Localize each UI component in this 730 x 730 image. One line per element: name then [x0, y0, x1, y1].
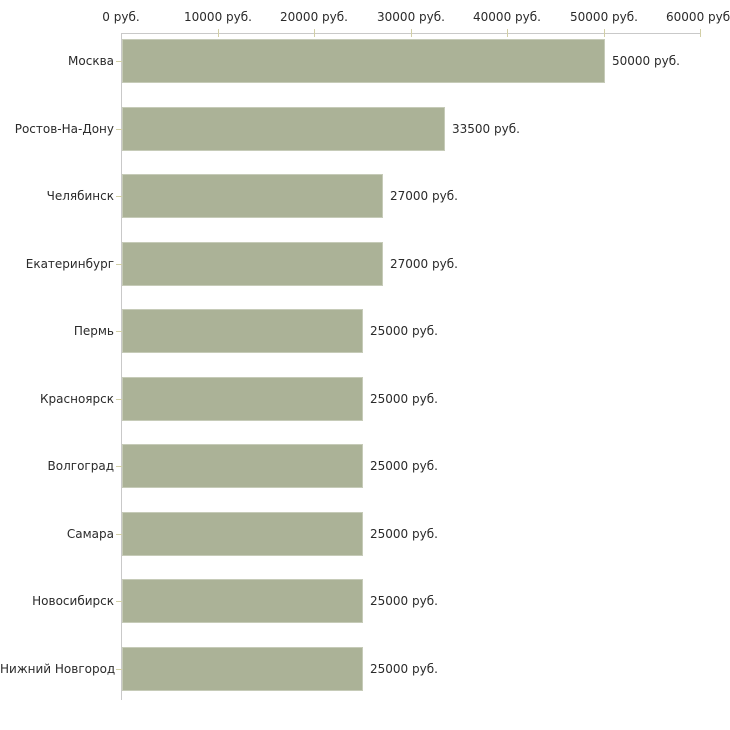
- category-tick: [116, 534, 122, 535]
- bar-value-label: 25000 руб.: [370, 392, 438, 406]
- category-tick: [116, 669, 122, 670]
- x-axis-tick-label: 10000 руб.: [184, 10, 252, 24]
- bar: [122, 107, 445, 151]
- category-tick: [116, 399, 122, 400]
- x-axis-tick-label: 20000 руб.: [280, 10, 348, 24]
- bar-value-label: 25000 руб.: [370, 324, 438, 338]
- bar-value-label: 25000 руб.: [370, 594, 438, 608]
- bar: [122, 174, 383, 218]
- bar-value-label: 50000 руб.: [612, 54, 680, 68]
- x-axis-tick: [700, 29, 701, 37]
- bar: [122, 309, 363, 353]
- x-axis-line: [121, 33, 700, 34]
- category-label: Волгоград: [47, 459, 114, 473]
- category-tick: [116, 61, 122, 62]
- x-axis-tick-label: 50000 руб.: [570, 10, 638, 24]
- x-axis-tick-label: 0 руб.: [102, 10, 140, 24]
- bar: [122, 512, 363, 556]
- category-label: Красноярск: [40, 392, 114, 406]
- bar-value-label: 25000 руб.: [370, 527, 438, 541]
- x-axis-tick: [411, 29, 412, 37]
- category-label: Москва: [68, 54, 114, 68]
- bar-value-label: 25000 руб.: [370, 662, 438, 676]
- y-axis-line: [121, 33, 122, 700]
- category-tick: [116, 331, 122, 332]
- bar-value-label: 27000 руб.: [390, 257, 458, 271]
- bar-value-label: 27000 руб.: [390, 189, 458, 203]
- x-axis-tick: [314, 29, 315, 37]
- bar: [122, 39, 605, 83]
- bar-value-label: 33500 руб.: [452, 122, 520, 136]
- category-label: Новосибирск: [32, 594, 114, 608]
- bar: [122, 242, 383, 286]
- category-tick: [116, 264, 122, 265]
- category-label: Ростов-На-Дону: [14, 122, 114, 136]
- x-axis-tick-label: 40000 руб.: [473, 10, 541, 24]
- x-axis-tick: [218, 29, 219, 37]
- bar: [122, 444, 363, 488]
- bar: [122, 579, 363, 623]
- bar-value-label: 25000 руб.: [370, 459, 438, 473]
- category-label: Самара: [66, 527, 114, 541]
- bar: [122, 377, 363, 421]
- category-label: Пермь: [73, 324, 114, 338]
- category-tick: [116, 129, 122, 130]
- x-axis-tick: [507, 29, 508, 37]
- x-axis-tick-label: 60000 руб.: [666, 10, 730, 24]
- category-tick: [116, 601, 122, 602]
- category-label: Екатеринбург: [25, 257, 114, 271]
- bar: [122, 647, 363, 691]
- category-label: Челябинск: [46, 189, 114, 203]
- category-label: Нижний Новгород: [0, 662, 116, 676]
- category-tick: [116, 196, 122, 197]
- x-axis-tick: [604, 29, 605, 37]
- x-axis-tick-label: 30000 руб.: [377, 10, 445, 24]
- category-tick: [116, 466, 122, 467]
